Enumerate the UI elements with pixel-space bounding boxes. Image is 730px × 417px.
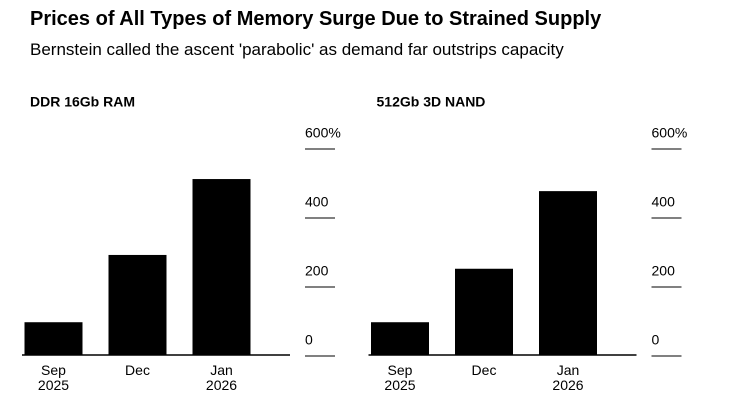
x-tick-label: Jan 2026 (552, 362, 584, 393)
chart-title: DDR 16Gb RAM (30, 94, 135, 110)
bar (108, 254, 167, 355)
x-tick-label: Sep 2025 (384, 362, 416, 393)
y-tick-label: 400 (652, 194, 676, 210)
bar (455, 268, 513, 355)
y-tick-label: 200 (305, 263, 329, 279)
title: Prices of All Types of Memory Surge Due … (30, 8, 602, 30)
bar (539, 191, 597, 355)
bar (24, 322, 83, 355)
x-tick-label: Dec (471, 362, 497, 378)
bar (371, 322, 429, 355)
y-tick-label: 0 (305, 332, 313, 348)
y-tick-label: 600% (652, 125, 688, 141)
y-tick-label: 600% (305, 125, 341, 141)
y-tick-label: 200 (652, 263, 676, 279)
y-tick-label: 0 (652, 332, 660, 348)
bar (192, 179, 251, 355)
x-tick-label: Jan 2026 (205, 362, 238, 393)
chart-title: 512Gb 3D NAND (377, 94, 486, 110)
subtitle: Bernstein called the ascent 'parabolic' … (30, 40, 564, 59)
x-tick-label: Sep 2025 (37, 362, 70, 393)
y-tick-label: 400 (305, 194, 329, 210)
x-tick-label: Dec (125, 362, 150, 378)
